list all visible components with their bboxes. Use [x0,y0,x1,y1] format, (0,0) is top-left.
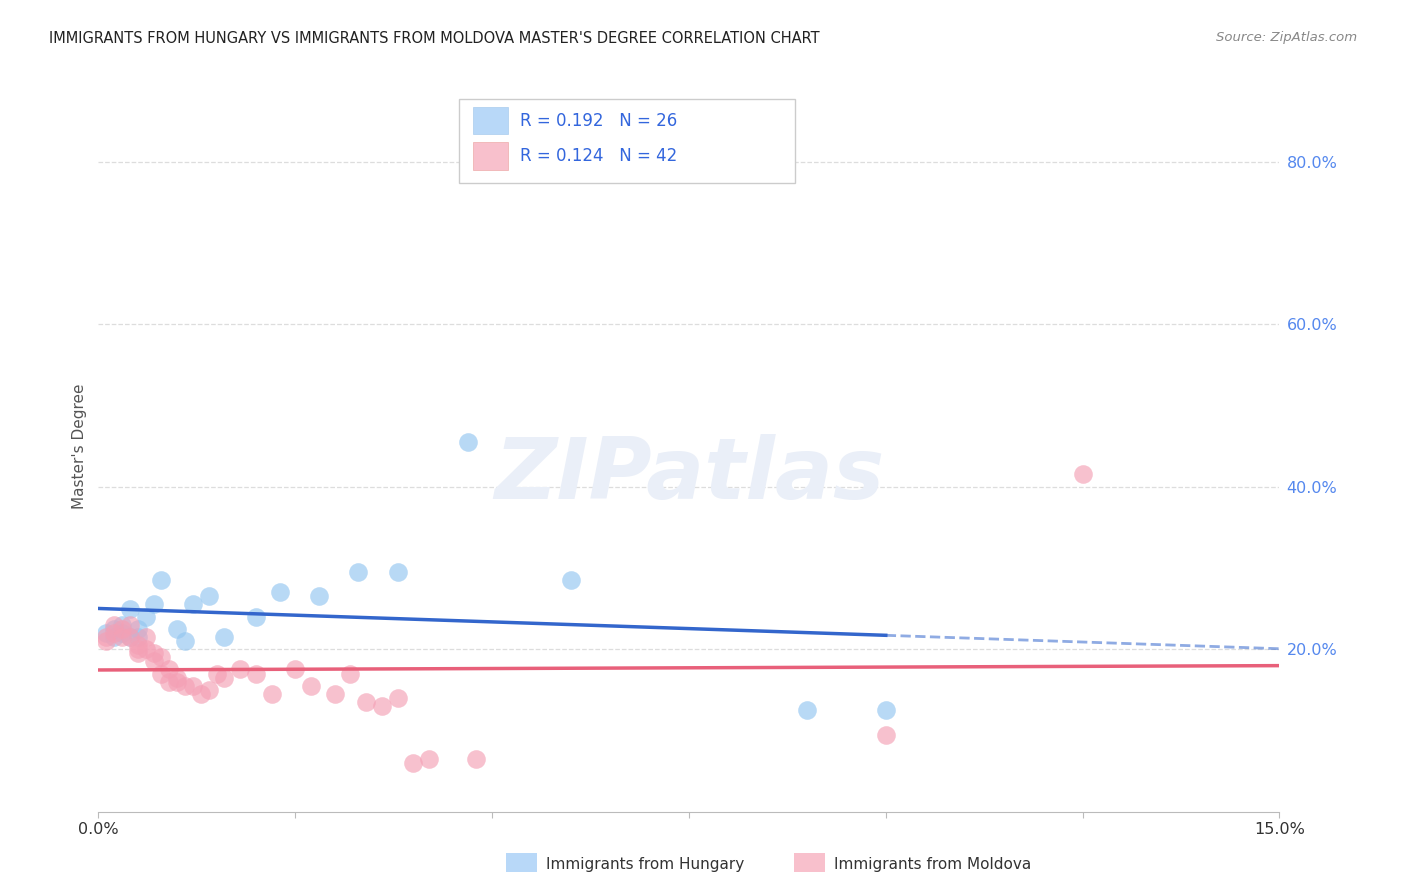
Point [875,727,897,741]
Point [284,663,307,677]
Point [205,666,228,681]
Point [260,687,283,701]
Point [457,434,479,449]
Point [150,666,173,681]
Point [387,565,409,579]
Point [190,687,212,701]
Point [157,674,180,689]
Point [875,703,897,717]
Point [323,687,346,701]
Point [181,679,204,693]
Point [166,671,188,685]
Point [127,646,149,660]
Point [150,573,173,587]
Point [1071,467,1094,482]
Point [111,617,134,632]
Point [197,590,219,604]
Point [371,699,394,714]
Point [157,663,180,677]
Point [135,642,157,657]
Point [465,752,488,766]
Point [118,617,141,632]
Point [347,565,370,579]
Point [181,598,204,612]
Bar [458,99,796,183]
Text: R = 0.124   N = 42: R = 0.124 N = 42 [520,146,678,165]
Point [214,630,236,644]
Point [166,674,188,689]
Point [118,630,141,644]
Point [150,650,173,665]
Point [111,622,134,636]
Point [111,626,134,640]
Text: Source: ZipAtlas.com: Source: ZipAtlas.com [1216,31,1357,45]
Point [387,690,409,705]
Point [142,598,165,612]
Point [103,630,125,644]
Point [339,666,361,681]
Point [142,654,165,668]
Point [245,609,267,624]
Point [418,752,440,766]
Point [103,626,125,640]
Point [103,617,125,632]
Point [308,590,330,604]
Bar [472,107,508,135]
Text: R = 0.192   N = 26: R = 0.192 N = 26 [520,112,678,129]
Bar [472,142,508,169]
Point [96,634,118,648]
Point [96,630,118,644]
Point [127,642,149,657]
Point [127,622,149,636]
Point [174,634,197,648]
Text: Immigrants from Moldova: Immigrants from Moldova [834,857,1031,871]
Point [796,703,818,717]
Point [245,666,267,681]
Point [229,663,252,677]
Point [299,679,322,693]
Y-axis label: Master's Degree: Master's Degree [72,384,87,508]
Point [166,622,188,636]
Point [174,679,197,693]
Point [96,626,118,640]
Point [402,756,425,770]
Point [135,609,157,624]
Point [118,630,141,644]
Point [111,630,134,644]
Point [127,630,149,644]
Point [269,585,291,599]
Point [197,682,219,697]
Point [214,671,236,685]
Text: ZIPatlas: ZIPatlas [494,434,884,516]
Point [127,638,149,652]
Point [118,601,141,615]
Text: Immigrants from Hungary: Immigrants from Hungary [546,857,744,871]
Point [354,695,377,709]
Point [142,646,165,660]
Point [560,573,582,587]
Point [103,622,125,636]
Point [135,630,157,644]
Text: IMMIGRANTS FROM HUNGARY VS IMMIGRANTS FROM MOLDOVA MASTER'S DEGREE CORRELATION C: IMMIGRANTS FROM HUNGARY VS IMMIGRANTS FR… [49,31,820,46]
